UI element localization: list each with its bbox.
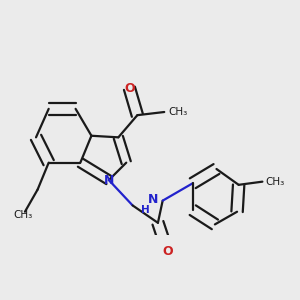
Text: N: N xyxy=(104,174,114,187)
Text: H: H xyxy=(141,205,150,214)
Text: O: O xyxy=(162,245,173,258)
Text: CH₃: CH₃ xyxy=(168,107,187,117)
Text: CH₃: CH₃ xyxy=(14,210,33,220)
Text: N: N xyxy=(148,193,158,206)
Text: CH₃: CH₃ xyxy=(266,177,285,187)
Text: O: O xyxy=(124,82,135,95)
